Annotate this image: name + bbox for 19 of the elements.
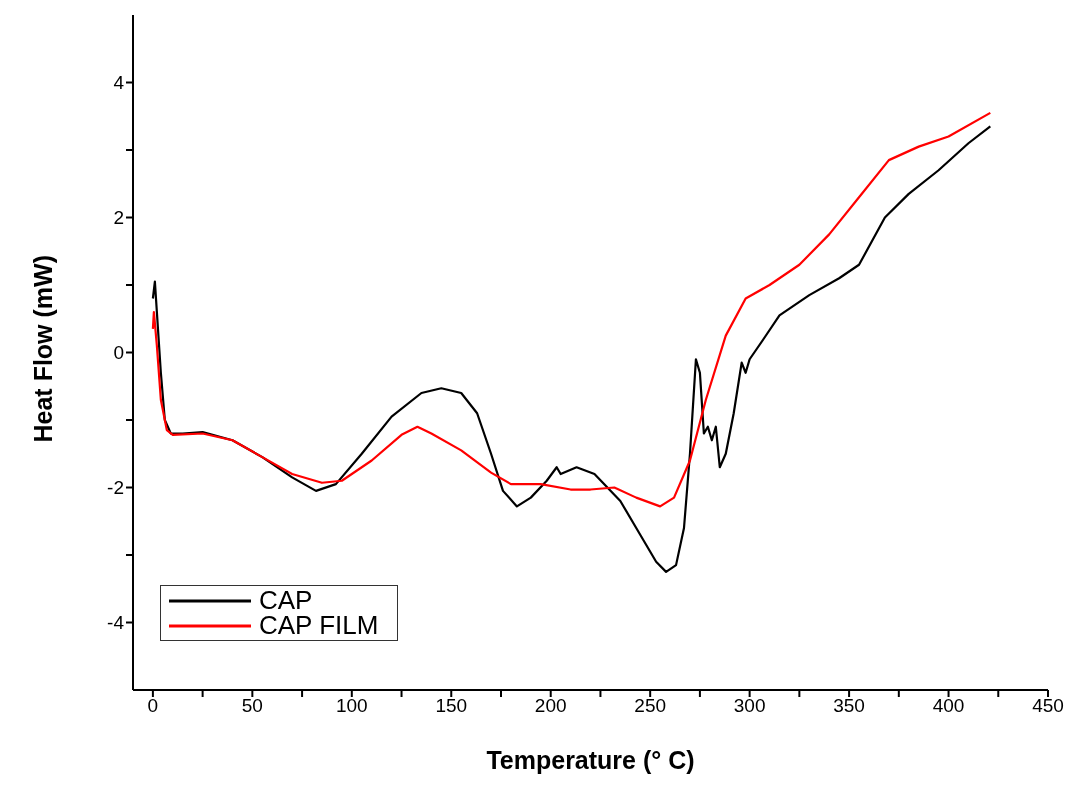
x-tick-label: 50 (241, 695, 263, 717)
line-series (151, 111, 992, 508)
y-tick-label: 2 (113, 207, 124, 229)
line-series (151, 125, 992, 573)
x-tick-label: 0 (147, 695, 159, 717)
x-tick-label: 100 (335, 695, 368, 717)
x-tick-label: 200 (534, 695, 567, 717)
x-tick-label: 350 (833, 695, 865, 717)
x-tick-label: 300 (733, 695, 766, 717)
y-tick-label: 0 (113, 342, 124, 364)
y-tick-label: -2 (107, 477, 124, 499)
x-tick-label: 150 (435, 695, 468, 717)
y-tick-label: 4 (113, 72, 125, 94)
x-tick-label: 450 (1032, 695, 1064, 717)
x-tick-label: 400 (932, 695, 965, 717)
y-tick-label: -4 (107, 612, 125, 634)
x-axis-title: Temperature (° C) (486, 746, 695, 774)
x-tick-label: 250 (634, 695, 667, 717)
y-axis-title: Heat Flow (mW) (28, 255, 57, 443)
